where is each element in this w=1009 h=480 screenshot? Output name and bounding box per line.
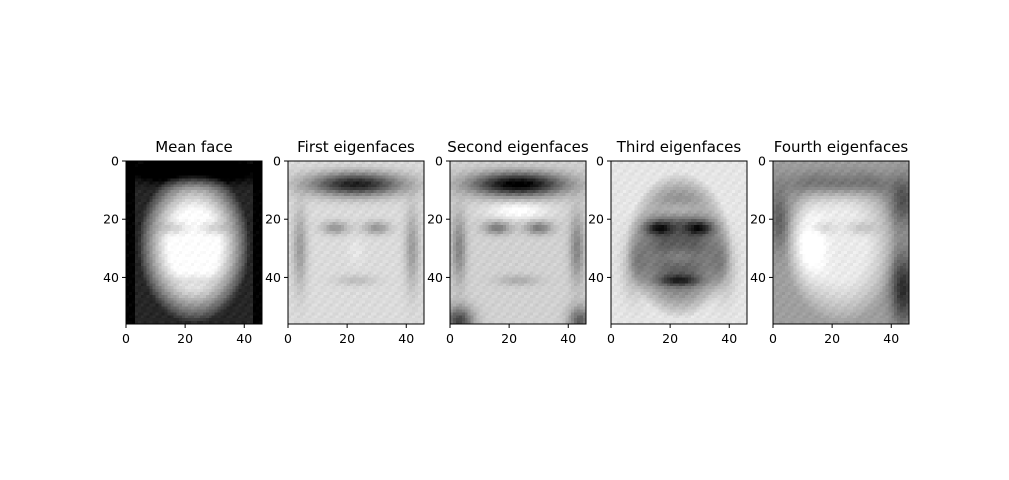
x-tick-label: 0 [769,331,777,346]
y-tick-label: 0 [596,154,604,169]
y-tick-label: 40 [265,270,281,285]
y-tick-label: 40 [750,270,766,285]
y-tick-label: 0 [273,154,281,169]
panel: Mean face 0 20 40 0 20 40 [103,138,263,346]
face-image [450,161,587,325]
x-tick-label: 20 [824,331,840,346]
y-tick-label: 20 [588,212,604,227]
panel-title: Second eigenfaces [447,138,589,156]
panel: Fourth eigenfaces 0 20 40 0 20 40 [750,138,910,346]
x-tick-label: 40 [721,331,737,346]
panel-title: Fourth eigenfaces [774,138,909,156]
axes-frame [125,160,263,325]
y-tick-label: 40 [427,270,443,285]
panel-title: Third eigenfaces [616,138,742,156]
panels: Mean face 0 20 40 0 20 40 First eigenfaces 0 20 40… [103,138,910,346]
y-tick-label: 20 [750,212,766,227]
y-tick-label: 20 [265,212,281,227]
y-tick-label: 40 [103,270,119,285]
x-tick-label: 40 [560,331,576,346]
x-tick-label: 0 [607,331,615,346]
y-tick-label: 40 [588,270,604,285]
face-image [611,161,748,325]
panel: Third eigenfaces 0 20 40 0 20 40 [588,138,748,346]
panel: Second eigenfaces 0 20 40 0 20 40 [427,138,589,346]
axes-frame [449,160,587,325]
axes-frame [772,160,910,325]
x-tick-label: 40 [883,331,899,346]
x-tick-label: 20 [339,331,355,346]
x-tick-label: 0 [446,331,454,346]
face-image [126,161,263,325]
y-tick-label: 0 [111,154,119,169]
x-tick-label: 40 [398,331,414,346]
y-tick-label: 0 [758,154,766,169]
panel-title: First eigenfaces [297,138,415,156]
x-tick-label: 20 [662,331,678,346]
y-tick-label: 20 [427,212,443,227]
x-tick-label: 0 [284,331,292,346]
y-tick-label: 20 [103,212,119,227]
axes-frame [287,160,425,325]
panel: First eigenfaces 0 20 40 0 20 40 [265,138,425,346]
y-tick-label: 0 [435,154,443,169]
axes-frame [610,160,748,325]
x-tick-label: 20 [177,331,193,346]
face-image [288,161,425,325]
face-image [773,161,910,325]
x-tick-label: 40 [236,331,252,346]
x-tick-label: 20 [501,331,517,346]
panel-title: Mean face [155,138,233,156]
x-tick-label: 0 [122,331,130,346]
